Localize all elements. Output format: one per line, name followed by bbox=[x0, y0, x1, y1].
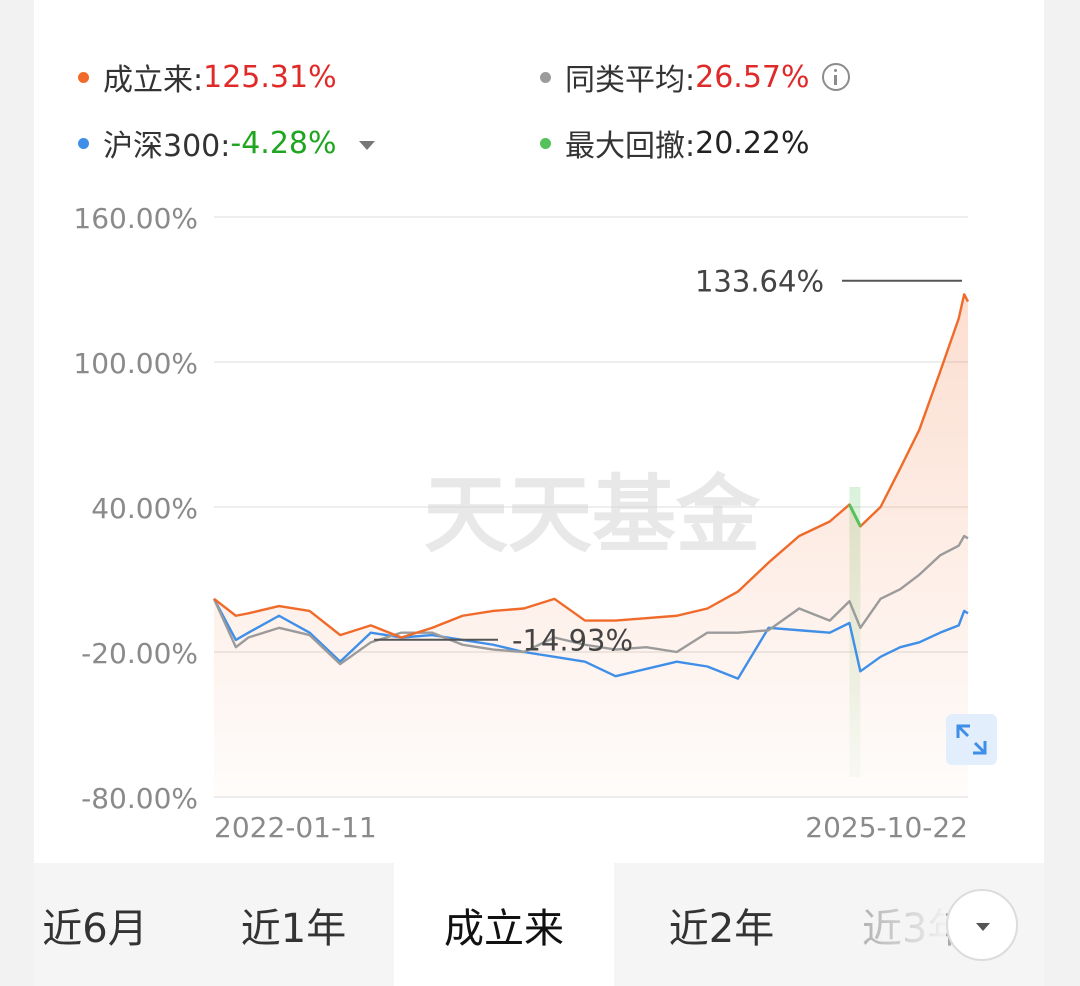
legend-index[interactable]: 沪深300: -4.28% bbox=[78, 121, 375, 165]
tab-label: 近1年 bbox=[240, 905, 347, 952]
legend-peer-name: 同类平均: bbox=[565, 63, 696, 98]
fund-area bbox=[214, 294, 968, 797]
info-icon[interactable] bbox=[821, 63, 850, 91]
legend-drawdown-value: 20.22% bbox=[695, 125, 810, 161]
tab-label: 成立来 bbox=[444, 905, 564, 952]
legend-dot-drawdown bbox=[540, 137, 551, 149]
min-annotation-label: -14.93% bbox=[512, 624, 633, 658]
max-annotation-label: 133.64% bbox=[695, 265, 824, 299]
legend-fund-value: 125.31% bbox=[203, 59, 337, 95]
legend-fund[interactable]: 成立来: 125.31% bbox=[78, 55, 337, 99]
legend-dot-peer bbox=[540, 71, 551, 83]
y-tick-label: 40.00% bbox=[91, 492, 198, 525]
watermark: 天天基金 bbox=[424, 465, 761, 564]
tab-label: 近6月 bbox=[42, 905, 148, 952]
y-tick-label: 100.00% bbox=[73, 347, 198, 380]
drawdown-segment bbox=[848, 503, 862, 528]
tab-since-inception[interactable]: 成立来 bbox=[394, 863, 614, 986]
expand-button[interactable] bbox=[946, 714, 997, 765]
period-tabs: 近6月 近1年 成立来 近2年 近3年 bbox=[34, 863, 1044, 986]
tab-6m[interactable]: 近6月 bbox=[34, 863, 156, 986]
expand-icon bbox=[956, 724, 987, 755]
tab-1y[interactable]: 近1年 bbox=[186, 863, 401, 986]
x-tick-label: 2022-01-11 bbox=[214, 811, 377, 844]
legend-peer-value: 26.57% bbox=[695, 59, 810, 95]
more-periods-button[interactable] bbox=[946, 889, 1018, 961]
series-line-沪深300 bbox=[212, 598, 969, 680]
legend-drawdown[interactable]: 最大回撤: 20.22% bbox=[540, 121, 810, 165]
performance-chart[interactable]: 160.00%100.00%40.00%-20.00%-80.00% 天天基金 … bbox=[0, 0, 1080, 860]
y-tick-label: -20.00% bbox=[81, 637, 198, 670]
y-tick-label: -80.00% bbox=[81, 782, 198, 815]
legend-drawdown-name: 最大回撤: bbox=[565, 129, 696, 164]
legend-peer[interactable]: 同类平均: 26.57% bbox=[540, 55, 850, 99]
caret-down-icon[interactable] bbox=[358, 140, 375, 150]
series-line-同类平均 bbox=[212, 534, 969, 666]
legend-index-value: -4.28% bbox=[230, 125, 337, 161]
legend-fund-name: 成立来: bbox=[103, 63, 204, 98]
y-tick-label: 160.00% bbox=[73, 202, 198, 235]
x-tick-label: 2025-10-22 bbox=[805, 811, 968, 844]
tab-2y[interactable]: 近2年 bbox=[614, 863, 829, 986]
tab-label: 近2年 bbox=[668, 905, 775, 952]
legend-dot-fund bbox=[78, 71, 89, 83]
legend-index-name: 沪深300: bbox=[103, 129, 231, 164]
series-line-成立来 bbox=[213, 293, 970, 639]
legend-dot-index bbox=[78, 137, 89, 149]
chart-card bbox=[34, 0, 1044, 986]
